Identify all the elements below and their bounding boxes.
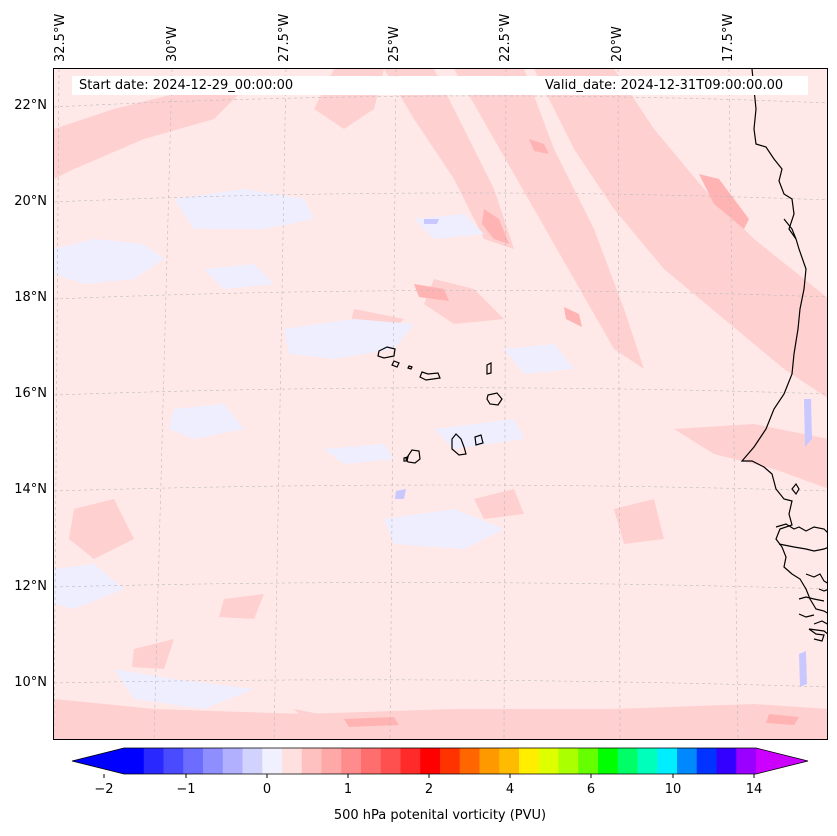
- lon-label-27-5w: 27.5°W: [277, 13, 292, 62]
- lat-label-20n: 20°N: [14, 194, 47, 209]
- positive-pv-cores: [344, 139, 799, 727]
- lon-label-22-5w: 22.5°W: [498, 13, 513, 62]
- colorbar-segment: [400, 748, 421, 774]
- colorbar-tick-label: 0: [262, 782, 272, 797]
- colorbar-outline: [71, 747, 809, 775]
- colorbar-segment: [222, 748, 243, 774]
- colorbar-segment: [519, 748, 540, 774]
- colorbar-segment: [242, 748, 263, 774]
- colorbar-segment: [677, 748, 698, 774]
- colorbar-segment: [499, 748, 520, 774]
- lon-label-25w: 25°W: [387, 26, 402, 62]
- colorbar-segment: [321, 748, 342, 774]
- lat-label-12n: 12°N: [14, 579, 47, 594]
- date-info-bar: [72, 76, 808, 95]
- lat-label-10n: 10°N: [14, 675, 47, 690]
- colorbar-segment: [617, 748, 638, 774]
- lon-label-30w: 30°W: [165, 26, 180, 62]
- colorbar-segment: [716, 748, 737, 774]
- lon-label-17-5w: 17.5°W: [721, 13, 736, 62]
- lat-label-22n: 22°N: [14, 98, 47, 113]
- colorbar-tick-label: 14: [745, 782, 763, 797]
- negative-pv-cores: [395, 219, 812, 687]
- colorbar-tick-label: −2: [94, 782, 114, 797]
- lat-label-14n: 14°N: [14, 482, 47, 497]
- colorbar-segment: [341, 748, 362, 774]
- colorbar-segment: [696, 748, 717, 774]
- colorbar-segment: [380, 748, 401, 774]
- colorbar-segment: [558, 748, 579, 774]
- valid-date-text: Valid_date: 2024-12-31T09:00:00.00: [545, 78, 784, 93]
- colorbar-segment: [203, 748, 224, 774]
- colorbar-ticks: [103, 774, 755, 778]
- colorbar-segment: [637, 748, 658, 774]
- lat-label-18n: 18°N: [14, 290, 47, 305]
- colorbar-segment: [420, 748, 441, 774]
- colorbar-segment: [459, 748, 480, 774]
- colorbar-segment: [163, 748, 184, 774]
- lat-label-16n: 16°N: [14, 386, 47, 401]
- start-date-text: Start date: 2024-12-29_00:00:00: [79, 78, 294, 93]
- colorbar-under-arrow: [72, 748, 124, 774]
- african-coastline: [740, 69, 827, 642]
- colorbar-segments: [124, 748, 757, 774]
- colorbar-segment: [143, 748, 164, 774]
- pv-field-map: [54, 69, 827, 739]
- colorbar-segment: [736, 748, 757, 774]
- map-gridlines: [54, 69, 827, 739]
- colorbar-segment: [301, 748, 322, 774]
- lon-label-20w: 20°W: [610, 26, 625, 62]
- colorbar-tick-label: 4: [505, 782, 515, 797]
- colorbar-segment: [183, 748, 204, 774]
- colorbar-segment: [578, 748, 599, 774]
- positive-pv-contours: [54, 69, 827, 739]
- colorbar: [71, 747, 809, 778]
- colorbar-segment: [479, 748, 500, 774]
- colorbar-segment: [124, 748, 145, 774]
- colorbar-segment: [282, 748, 303, 774]
- colorbar-segment: [361, 748, 382, 774]
- colorbar-title: 500 hPa potenital vorticity (PVU): [333, 808, 547, 823]
- map-panel: [53, 68, 828, 740]
- colorbar-segment: [598, 748, 619, 774]
- colorbar-tick-label: 10: [664, 782, 682, 797]
- colorbar-tick-label: 2: [424, 782, 434, 797]
- colorbar-tick-label: 1: [343, 782, 353, 797]
- colorbar-segment: [440, 748, 461, 774]
- colorbar-segment: [262, 748, 283, 774]
- lon-label-32-5w: 32.5°W: [53, 13, 68, 62]
- cape-verde-islands: [377, 346, 503, 464]
- colorbar-segment: [538, 748, 559, 774]
- colorbar-tick-label: 6: [586, 782, 596, 797]
- colorbar-tick-label: −1: [176, 782, 196, 797]
- negative-pv-contours: [54, 189, 574, 709]
- pv-background-field: [54, 69, 827, 739]
- colorbar-segment: [657, 748, 678, 774]
- colorbar-over-arrow: [756, 748, 808, 774]
